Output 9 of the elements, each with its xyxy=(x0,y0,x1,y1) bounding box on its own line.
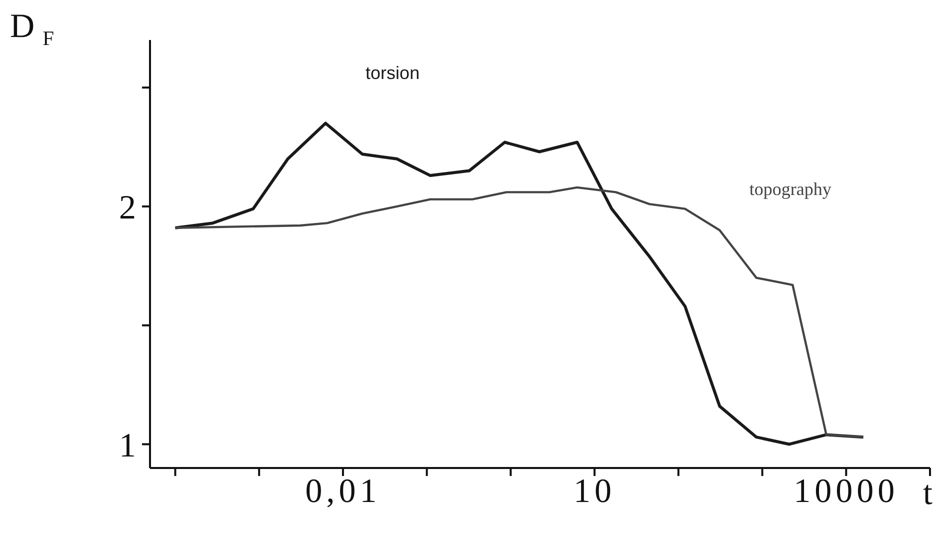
y-tick-label: 1 xyxy=(119,427,136,464)
text: topography xyxy=(749,179,832,200)
x-tick-label: 0,01 xyxy=(305,473,381,510)
x-tick-label: 10000 xyxy=(794,473,899,510)
y-axis-title: D$_{F}$ xyxy=(10,8,54,50)
x-axis-title: t xyxy=(923,475,932,512)
y-tick-label: 2 xyxy=(119,190,136,227)
text: torsion xyxy=(366,63,420,84)
x-tick-label: 10 xyxy=(574,473,616,510)
